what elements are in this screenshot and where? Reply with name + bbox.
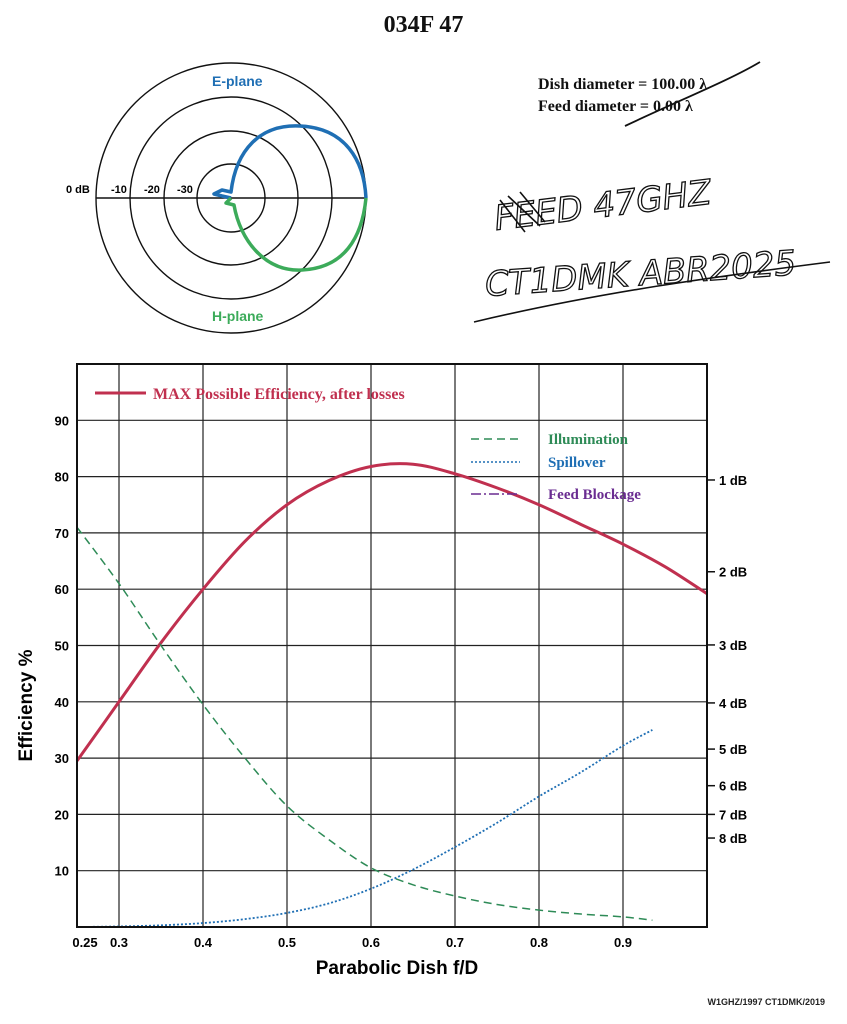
y-tick-label: 20 (55, 807, 69, 822)
right-tick-label: 1 dB (719, 473, 747, 488)
y-tick-label: 70 (55, 526, 69, 541)
right-tick-label: 3 dB (719, 638, 747, 653)
chart-axes: 0.25 0.3 0.4 0.5 0.6 0.7 0.8 0.9 10 20 30 40 50 60 70 8… (55, 363, 747, 950)
x-axis-label: Parabolic Dish f/D (316, 958, 479, 979)
right-tick-label: 8 dB (719, 831, 747, 846)
legend-label-illumination: Illumination (548, 432, 629, 448)
y-tick-label: 50 (55, 639, 69, 654)
x-tick-label: 0.3 (110, 935, 128, 950)
x-tick-label: 0.8 (530, 935, 548, 950)
right-tick-label: 6 dB (719, 779, 747, 794)
y-tick-label: 40 (55, 695, 69, 710)
y-tick-label: 80 (55, 470, 69, 485)
x-tick-label: 0.4 (194, 935, 213, 950)
chart-legend: MAX Possible Efficiency, after losses Il… (95, 386, 641, 503)
x-tick-label: 0.9 (614, 935, 632, 950)
series-spillover (76, 729, 653, 928)
x-tick-label: 0.25 (72, 935, 97, 950)
page-title: 034F 47 (383, 12, 464, 38)
y-tick-label: 10 (55, 864, 69, 879)
x-tick-label: 0.6 (362, 935, 380, 950)
legend-label-feed-blockage: Feed Blockage (548, 487, 641, 503)
x-tick-label: 0.7 (446, 935, 464, 950)
legend-label-spillover: Spillover (548, 455, 606, 471)
y-tick-label: 30 (55, 751, 69, 766)
y-tick-label: 60 (55, 582, 69, 597)
legend-label-max-efficiency: MAX Possible Efficiency, after losses (153, 386, 405, 403)
y-tick-label: 90 (55, 413, 69, 428)
right-tick-label: 5 dB (719, 742, 747, 757)
right-tick-label: 4 dB (719, 696, 747, 711)
chart-grid (77, 364, 707, 927)
right-tick-label: 2 dB (719, 565, 747, 580)
series-max-efficiency (75, 462, 708, 762)
y-axis-label: Efficiency % (16, 649, 37, 761)
series-illumination (76, 526, 653, 921)
right-tick-label: 7 dB (719, 807, 747, 822)
credit-line: W1GHZ/1997 CT1DMK/2019 (707, 997, 825, 1007)
x-tick-label: 0.5 (278, 935, 296, 950)
